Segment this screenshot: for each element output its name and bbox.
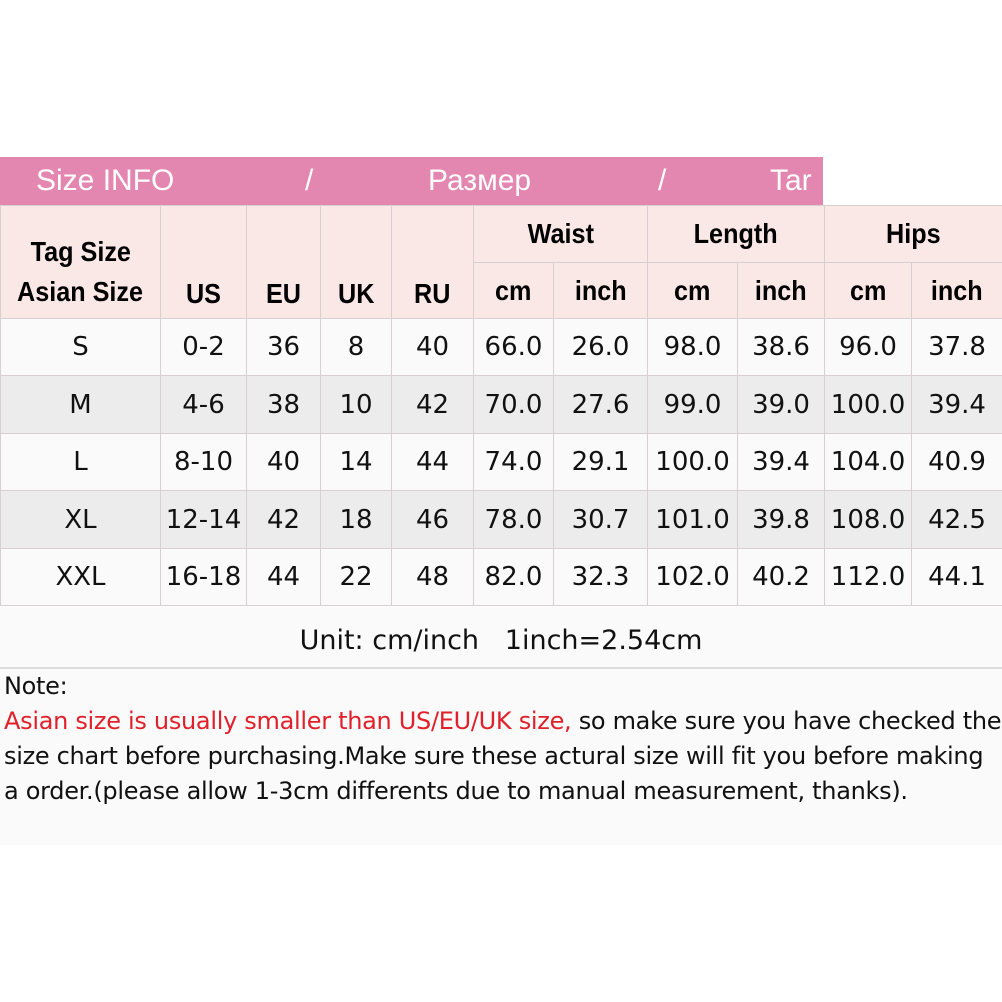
banner-title-ru: Размер xyxy=(428,164,532,197)
table-row: S 0-2 36 8 40 66.0 26.0 98.0 38.6 96.0 37.8 xyxy=(0,318,1002,376)
table-cell: 40 xyxy=(391,318,474,376)
table-cell: 27.6 xyxy=(552,375,649,434)
table-cell: 40 xyxy=(246,433,321,491)
table-cell: 42.5 xyxy=(911,490,1002,549)
table-cell: 96.0 xyxy=(824,318,913,376)
table-cell: 30.7 xyxy=(552,490,649,549)
table-cell: 26.0 xyxy=(552,318,649,376)
table-cell: 46 xyxy=(391,490,474,549)
table-cell: 108.0 xyxy=(824,490,913,549)
table-cell: 74.0 xyxy=(473,433,554,491)
table-cell: 66.0 xyxy=(473,318,554,376)
table-cell: 14 xyxy=(320,433,392,491)
table-cell: 39.0 xyxy=(737,375,826,434)
header-waist-cm: cm xyxy=(473,262,554,319)
table-cell: 39.4 xyxy=(737,433,826,491)
table-cell: 0-2 xyxy=(160,318,247,376)
table-cell: 39.8 xyxy=(737,490,826,549)
note-body: Asian size is usually smaller than US/EU… xyxy=(4,704,1002,809)
note-label: Note: xyxy=(4,672,68,700)
header-hips-inch: inch xyxy=(911,262,1002,319)
table-row: L 8-10 40 14 44 74.0 29.1 100.0 39.4 104.0 40.9 xyxy=(0,433,1002,491)
table-cell: XL xyxy=(0,490,161,549)
header-hips-cm: cm xyxy=(824,262,913,319)
banner-separator: / xyxy=(658,164,667,197)
table-cell: 78.0 xyxy=(473,490,554,549)
table-cell: 29.1 xyxy=(552,433,649,491)
header-ru: RU xyxy=(391,205,474,319)
table-cell: 102.0 xyxy=(647,548,739,606)
size-chart-table: Tag Size Asian Size US EU UK RU Waist Len… xyxy=(0,205,1002,606)
note-warning: Asian size is usually smaller than US/EU… xyxy=(4,707,572,735)
table-cell: 39.4 xyxy=(911,375,1002,434)
header-uk: UK xyxy=(320,205,392,319)
table-cell: 8-10 xyxy=(160,433,247,491)
table-cell: 12-14 xyxy=(160,490,247,549)
table-cell: L xyxy=(0,433,161,491)
header-tag-size: Tag Size Asian Size xyxy=(0,205,161,319)
table-row: XXL 16-18 44 22 48 82.0 32.3 102.0 40.2 112.0 44.1 xyxy=(0,548,1002,606)
table-cell: 112.0 xyxy=(824,548,913,606)
table-cell: 70.0 xyxy=(473,375,554,434)
table-cell: 98.0 xyxy=(647,318,739,376)
table-cell: 10 xyxy=(320,375,392,434)
header-length: Length xyxy=(647,205,826,263)
table-cell: 100.0 xyxy=(824,375,913,434)
table-cell: 36 xyxy=(246,318,321,376)
note-section: Note: Asian size is usually smaller than… xyxy=(0,669,1002,845)
table-cell: 40.2 xyxy=(737,548,826,606)
table-cell: 32.3 xyxy=(552,548,649,606)
table-cell: 8 xyxy=(320,318,392,376)
table-cell: 18 xyxy=(320,490,392,549)
table-row: XL 12-14 42 18 46 78.0 30.7 101.0 39.8 108.0 42.5 xyxy=(0,490,1002,549)
banner-title-en: Size INFO xyxy=(36,164,175,197)
table-cell: M xyxy=(0,375,161,434)
table-cell: 42 xyxy=(246,490,321,549)
table-cell: 44 xyxy=(246,548,321,606)
header-length-inch: inch xyxy=(737,262,826,319)
table-cell: 48 xyxy=(391,548,474,606)
table-cell: 44 xyxy=(391,433,474,491)
banner-separator: / xyxy=(305,164,314,197)
table-cell: 38.6 xyxy=(737,318,826,376)
banner-title-cut: Tar xyxy=(770,164,812,197)
header-eu: EU xyxy=(246,205,321,319)
note-text: so make sure you have checked the size c… xyxy=(4,707,1002,805)
table-cell: 22 xyxy=(320,548,392,606)
table-cell: 37.8 xyxy=(911,318,1002,376)
table-cell: 16-18 xyxy=(160,548,247,606)
table-cell: 38 xyxy=(246,375,321,434)
table-cell: S xyxy=(0,318,161,376)
table-cell: 44.1 xyxy=(911,548,1002,606)
table-cell: XXL xyxy=(0,548,161,606)
header-hips: Hips xyxy=(824,205,1002,263)
table-cell: 40.9 xyxy=(911,433,1002,491)
table-cell: 4-6 xyxy=(160,375,247,434)
table-cell: 100.0 xyxy=(647,433,739,491)
unit-info: Unit: cm/inch 1inch=2.54cm xyxy=(0,607,1002,669)
table-cell: 99.0 xyxy=(647,375,739,434)
header-length-cm: cm xyxy=(647,262,739,319)
table-row: M 4-6 38 10 42 70.0 27.6 99.0 39.0 100.0 39.4 xyxy=(0,375,1002,434)
header-waist: Waist xyxy=(472,205,649,263)
table-cell: 104.0 xyxy=(824,433,913,491)
header-waist-inch: inch xyxy=(552,262,649,319)
header-us: US xyxy=(160,205,247,319)
table-cell: 42 xyxy=(391,375,474,434)
size-info-banner: Size INFO / Размер / Tar xyxy=(0,157,823,205)
table-cell: 82.0 xyxy=(473,548,554,606)
table-cell: 101.0 xyxy=(647,490,739,549)
